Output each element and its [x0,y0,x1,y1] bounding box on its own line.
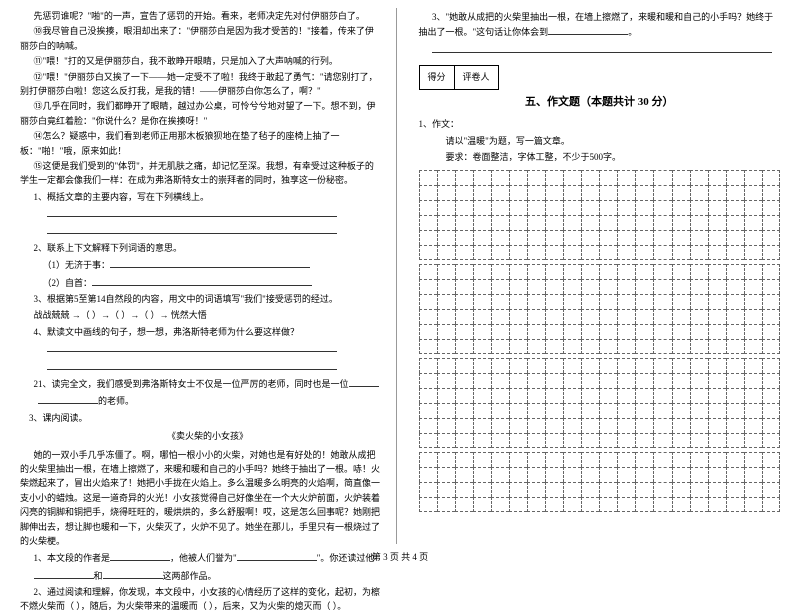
question-4: 4、默读文中画线的句子，想一想，弗洛斯特老师为什么要这样做？ [20,325,382,339]
question-2b: （2）自首： [20,275,382,290]
writing-prompt: 1、作文： [419,117,781,131]
question-6: 2、通过阅读和理解，你发现，本文段中，小女孩的心情经历了这样的变化，起初，为檫不… [20,585,382,614]
answer-line[interactable] [20,223,382,238]
question-2a: （1）无济于事： [20,257,382,272]
score-table: 得分 评卷人 [419,65,781,89]
label: （2）自首： [43,278,93,288]
writing-req: 要求：卷面整洁，字体工整，不少于500字。 [419,150,781,164]
para: ⑮这便是我们受到的"体罚"，并无肌肤之痛，却记忆至深。我想，有幸受过这种板子的学… [20,159,382,188]
para: ⑪"喂！"打的又是伊丽莎白，我不敢睁开眼睛，只是加入了大声呐喊的行列。 [20,54,382,68]
answer-blank[interactable] [92,275,312,286]
answer-line[interactable] [20,206,382,221]
question-7: 3、"她敢从成把的火柴里抽出一根，在墙上擦燃了，来暖和暖和自己的小手吗？她终于抽… [419,10,781,40]
answer-blank[interactable] [103,568,163,579]
story-title: 《卖火柴的小女孩》 [20,429,382,443]
question-2: 2、联系上下文解释下列词语的意思。 [20,241,382,255]
answer-blank[interactable] [548,24,628,35]
answer-line[interactable] [20,341,382,356]
para: ⑫"喂！"伊丽莎白又挨了一下——她一定受不了啦！我终于敢起了勇气："请您别打了，… [20,70,382,99]
writing-grid[interactable] [419,170,781,512]
question-22: 3、课内阅读。 [20,411,382,425]
question-5c: 和这两部作品。 [20,568,382,583]
question-3: 3、根据第5至第14自然段的内容，用文中的词语填写"我们"接受惩罚的经过。 [20,292,382,306]
answer-line[interactable] [20,359,382,374]
reviewer-label: 评卷人 [455,65,499,89]
question-1: 1、概括文章的主要内容，写在下列横线上。 [20,190,382,204]
answer-blank[interactable] [38,393,98,404]
answer-blank[interactable] [237,550,317,561]
question-5: 1、本文段的作者是，他被人们誉为""。你还读过他 [20,550,382,565]
para: ⑩我尽管自己没挨揍，眼泪却出来了："伊丽莎白是因为我才受苦的！"接着，传来了伊丽… [20,24,382,53]
question-21a: 的老师。 [20,393,382,408]
question-21: 21、读完全文，我们感受到弗洛斯特女士不仅是一位严厉的老师，同时也是一位 [20,376,382,391]
para: 先惩罚谁呢？"啪"的一声，宣告了惩罚的开始。看来，老师决定先对付伊丽莎白了。 [20,9,382,23]
section-title: 五、作文题（本题共计 30 分） [419,94,781,112]
para: ⑬几乎在同时，我们都睁开了眼睛，越过办公桌，可怜兮兮地对望了一下。想不到，伊丽莎… [20,99,382,128]
para: ⑭怎么？疑惑中，我们看到老师正用那木板狼狈地在垫了毡子的座椅上抽了一板："啪！"… [20,129,382,158]
answer-blank[interactable] [34,568,94,579]
answer-blank[interactable] [110,550,170,561]
label: （1）无济于事： [43,260,111,270]
answer-blank[interactable] [349,376,379,387]
writing-topic: 请以"温暖"为题，写一篇文章。 [419,134,781,148]
answer-blank[interactable] [110,257,310,268]
answer-line[interactable] [419,42,781,57]
question-3a: 战战兢兢 →（ ）→（ ）→（ ）→ 恍然大悟 [20,308,382,322]
score-label: 得分 [419,65,455,89]
para: 她的一双小手几乎冻僵了。啊，哪怕一根小小的火柴，对她也是有好处的！她敢从成把的火… [20,448,382,549]
